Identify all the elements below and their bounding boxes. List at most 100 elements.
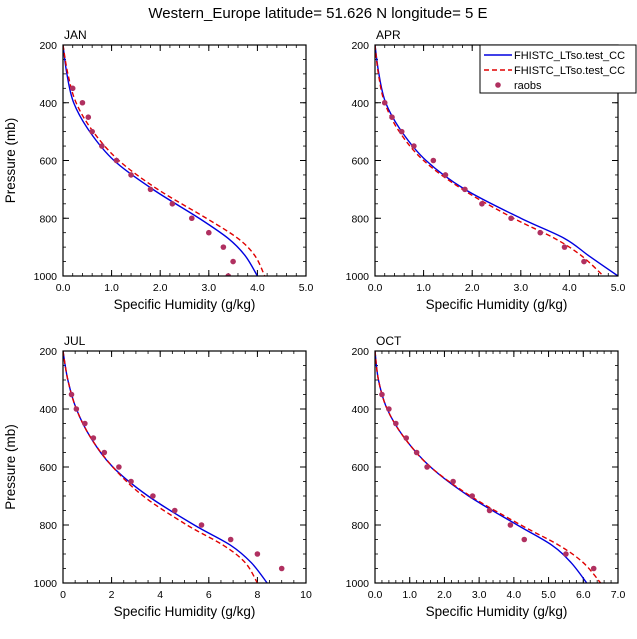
x-tick-label: 1.0: [416, 282, 431, 294]
legend-entry-label: FHISTC_LTso.test_CC: [514, 50, 625, 62]
panel-label: APR: [376, 28, 401, 42]
raobs-point: [188, 215, 195, 222]
x-tick-label: 5.0: [541, 589, 556, 601]
x-tick-label: 2.0: [153, 282, 168, 294]
x-tick-label: 4.0: [507, 589, 522, 601]
raobs-point: [430, 157, 437, 164]
x-tick-label: 3.0: [201, 282, 216, 294]
x-tick-label: 6: [206, 589, 212, 601]
y-tick-label: 1000: [346, 578, 370, 590]
y-axis-label: Pressure (mb): [3, 118, 18, 204]
raobs-point: [227, 536, 234, 543]
panel-jan: JAN 0.0 1.0 2.0 3.0 4.0 5.0 200 400 600 800 1000 Spe…: [3, 28, 313, 312]
x-tick-label: 2: [109, 589, 115, 601]
raobs-point: [220, 244, 227, 250]
model-dashed-line: [375, 351, 602, 583]
x-axis-label: Specific Humidity (g/kg): [426, 604, 568, 619]
x-axis-label: Specific Humidity (g/kg): [114, 297, 256, 312]
x-tick-label: 3.0: [472, 589, 487, 601]
raobs-point: [379, 391, 385, 398]
raobs-point: [278, 565, 285, 572]
raobs-point: [85, 114, 92, 120]
y-tick-label: 1000: [34, 578, 58, 590]
x-tick-label: 0.0: [368, 589, 383, 601]
y-tick-label: 600: [39, 156, 57, 168]
model-solid-line: [63, 351, 268, 583]
raobs-point: [230, 258, 236, 265]
raobs-point: [128, 172, 134, 178]
raobs-point: [73, 406, 80, 412]
legend-entry-label: raobs: [514, 80, 542, 92]
panels-group: JAN 0.0 1.0 2.0 3.0 4.0 5.0 200 400 600 800 1000 Spe…: [3, 28, 625, 619]
raobs-point: [486, 507, 493, 514]
raobs-point: [147, 186, 154, 193]
model-dashed-line: [63, 351, 259, 583]
panel-label: JUL: [64, 334, 86, 348]
x-tick-label: 4.0: [562, 282, 577, 294]
panel-oct: OCT 0.0 1.0 2.0 3.0 4.0 5.0 6.0 7.0 200 400 600 800 1…: [346, 334, 626, 619]
raobs-point: [128, 478, 134, 485]
raobs-point: [206, 229, 212, 236]
y-tick-label: 800: [351, 520, 369, 532]
y-tick-label: 800: [351, 213, 369, 225]
y-tick-label: 600: [39, 462, 57, 474]
raobs-point: [462, 186, 468, 193]
legend-marker-dot: [495, 82, 501, 88]
legend: FHISTC_LTso.test_CC FHISTC_LTso.test_CCra…: [479, 44, 637, 94]
raobs-point: [116, 464, 122, 470]
y-tick-label: 200: [351, 346, 369, 358]
y-tick-label: 200: [351, 40, 369, 52]
plot-data: [63, 45, 266, 276]
raobs-point: [89, 128, 95, 135]
raobs-point: [393, 420, 399, 427]
raobs-point: [581, 258, 587, 265]
y-tick-label: 1000: [34, 271, 58, 283]
x-tick-label: 2.0: [465, 282, 480, 294]
raobs-point: [386, 406, 392, 412]
y-tick-label: 200: [39, 40, 57, 52]
raobs-point: [403, 435, 410, 441]
x-tick-label: 0.0: [368, 282, 383, 294]
raobs-point: [469, 493, 476, 499]
raobs-point: [537, 229, 544, 236]
x-tick-label: 1.0: [402, 589, 417, 601]
x-tick-label: 3.0: [513, 282, 528, 294]
raobs-point: [442, 172, 449, 178]
raobs-point: [198, 522, 205, 528]
x-tick-label: 4: [157, 589, 163, 601]
plot-data: [63, 351, 285, 583]
plot-frame: [62, 350, 307, 584]
x-tick-label: 2.0: [437, 589, 452, 601]
x-tick-label: 5.0: [299, 282, 314, 294]
raobs-point: [101, 449, 108, 456]
legend-entry-label: FHISTC_LTso.test_CC: [514, 65, 625, 77]
raobs-point: [398, 128, 405, 135]
plot-frame: [374, 350, 619, 584]
x-axis-label: Specific Humidity (g/kg): [426, 297, 568, 312]
y-tick-label: 400: [351, 404, 369, 416]
raobs-point: [590, 565, 597, 572]
y-tick-label: 400: [39, 98, 57, 110]
raobs-point: [381, 99, 388, 106]
plot-frame: [62, 44, 307, 277]
raobs-point: [113, 157, 120, 164]
panel-label: OCT: [376, 334, 402, 348]
x-tick-label: 1.0: [104, 282, 119, 294]
raobs-point: [413, 449, 420, 456]
raobs-point: [561, 244, 568, 250]
raobs-point: [521, 536, 528, 543]
raobs-point: [508, 215, 514, 222]
x-axis-label: Specific Humidity (g/kg): [114, 604, 256, 619]
plot-data: [375, 45, 618, 276]
y-tick-label: 600: [351, 156, 369, 168]
y-axis-label: Pressure (mb): [3, 424, 18, 510]
model-dashed-line: [63, 45, 266, 276]
x-tick-label: 0.0: [56, 282, 71, 294]
y-tick-label: 200: [39, 346, 57, 358]
raobs-point: [99, 143, 105, 149]
x-tick-label: 4.0: [250, 282, 265, 294]
raobs-point: [90, 435, 97, 441]
raobs-point: [171, 507, 178, 514]
panel-jul: JUL 0 2 4 6 8 10 200 400 600 800 1000 Specific Humid…: [3, 334, 312, 619]
x-tick-label: 6.0: [576, 589, 591, 601]
